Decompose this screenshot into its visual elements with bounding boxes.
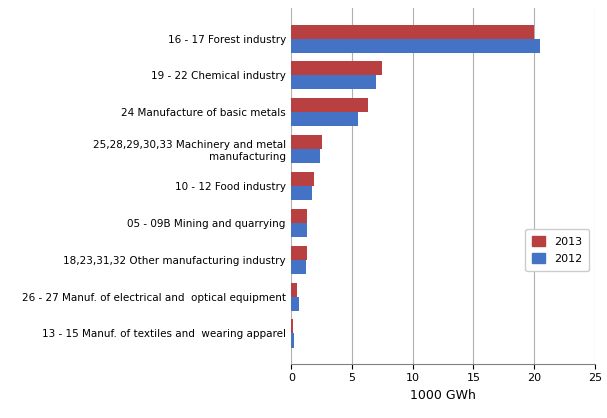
Bar (291, 297, 299, 311)
Bar (291, 319, 293, 334)
X-axis label: 1000 GWh: 1000 GWh (410, 389, 476, 402)
Bar (291, 223, 307, 237)
Bar (291, 283, 297, 297)
Bar (291, 98, 368, 112)
Bar (291, 75, 376, 89)
Bar (291, 246, 307, 260)
Bar (291, 209, 307, 223)
Bar (291, 38, 540, 53)
Bar (291, 334, 294, 347)
Bar (291, 61, 382, 75)
Bar (291, 149, 320, 163)
Bar (291, 112, 358, 126)
Bar (291, 172, 314, 186)
Bar (291, 135, 322, 149)
Bar (291, 186, 312, 200)
Bar (291, 260, 306, 274)
Legend: 2013, 2012: 2013, 2012 (526, 229, 589, 271)
Bar (291, 25, 534, 38)
